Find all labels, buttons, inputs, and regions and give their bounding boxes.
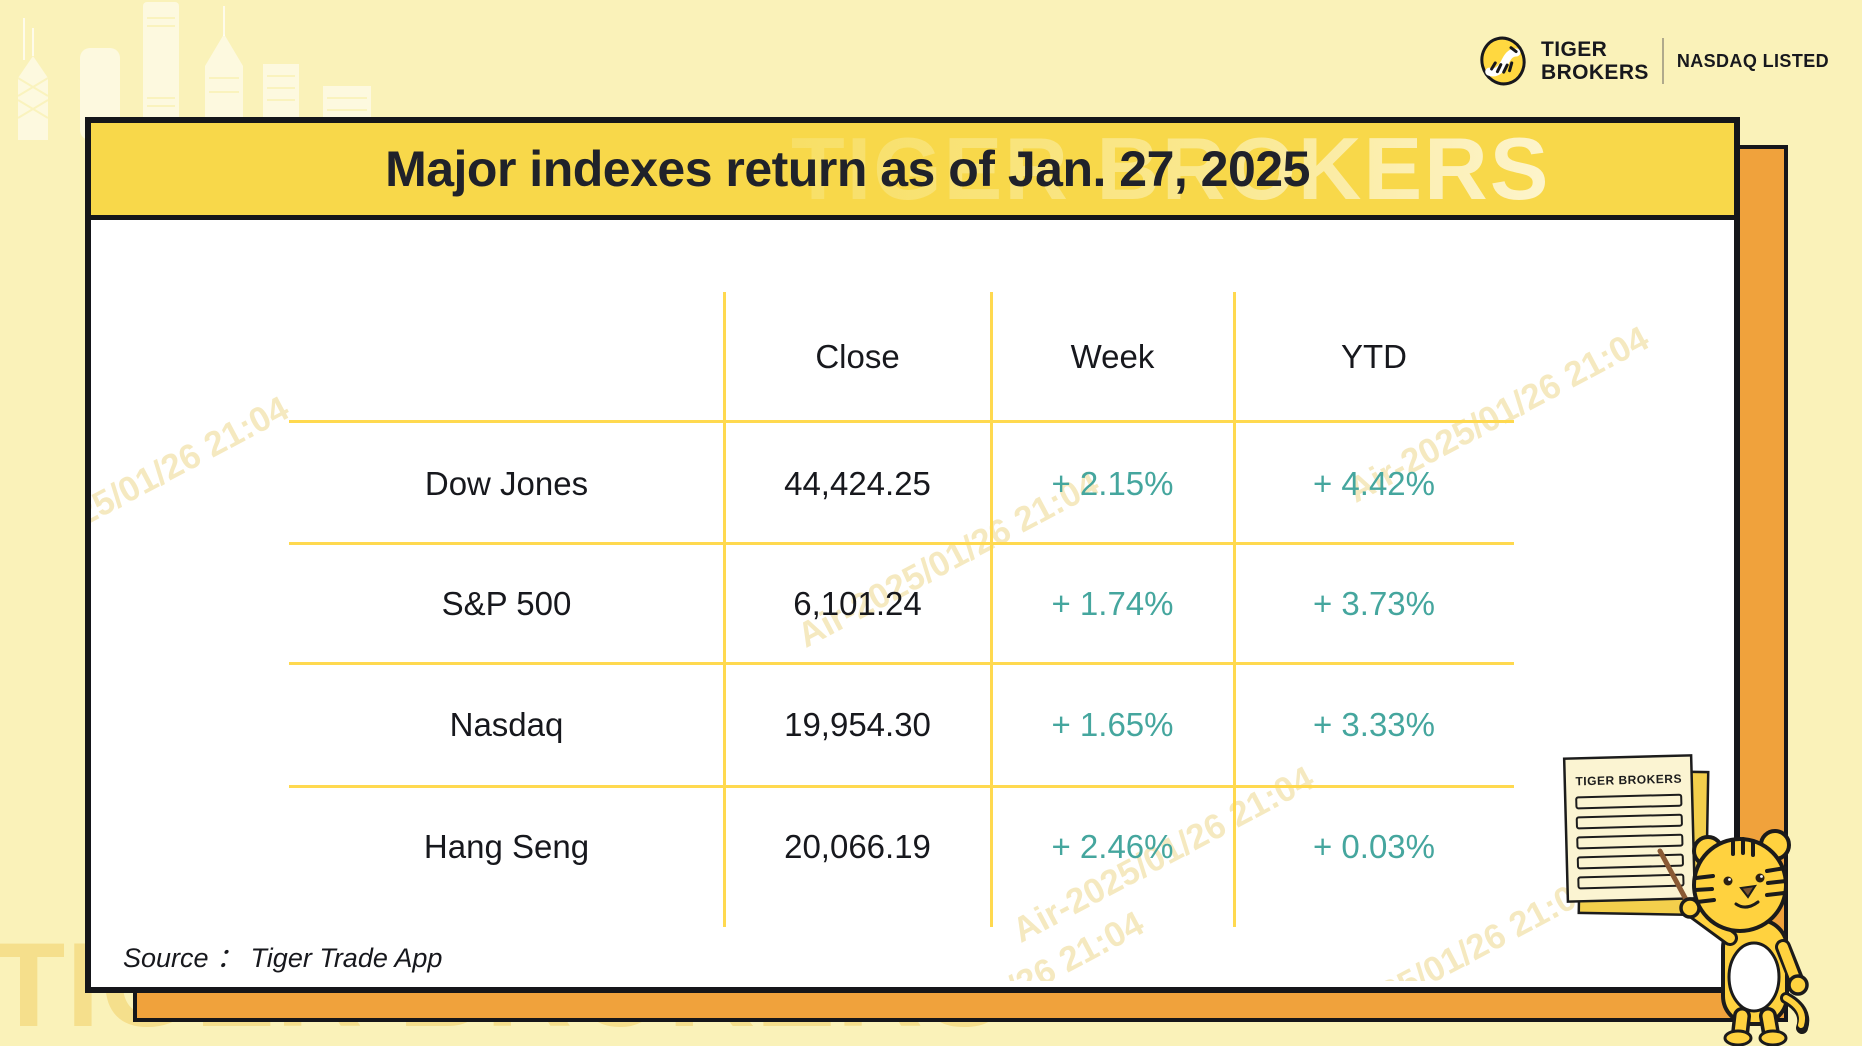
nasdaq-listed-label: NASDAQ LISTED — [1676, 50, 1830, 71]
table-grid-line — [990, 292, 993, 927]
column-header-ytd: YTD — [1341, 338, 1407, 375]
week-change: + 1.65% — [1051, 706, 1174, 743]
source-note: Source ： Tiger Trade App — [123, 943, 443, 973]
mascot-doc-title: TIGER BROKERS — [1575, 772, 1682, 789]
brand-name: TIGER BROKERS — [1541, 38, 1649, 84]
table-grid-line — [289, 542, 1514, 545]
close-value: 20,066.19 — [784, 828, 931, 865]
index-return-card: TIGER BROKERS Major indexes return as of… — [85, 117, 1740, 993]
brand-name-line2: BROKERS — [1541, 61, 1649, 84]
table-grid-line — [289, 785, 1514, 788]
ytd-change: + 3.73% — [1312, 585, 1435, 622]
column-header-close: Close — [815, 338, 900, 375]
table-grid-line — [289, 662, 1514, 665]
table-grid-line — [723, 292, 726, 927]
diagonal-watermark: Air-2025/01/26 21:04 — [91, 388, 296, 581]
close-value: 44,424.25 — [784, 465, 931, 502]
table-area: Air-2025/01/26 21:04 Air-2025/01/26 21:0… — [91, 220, 1734, 981]
ytd-change: + 4.42% — [1312, 465, 1435, 502]
page-title: Major indexes return as of Jan. 27, 2025 — [385, 141, 1310, 197]
week-change: + 2.15% — [1051, 465, 1174, 502]
index-name: S&P 500 — [441, 585, 572, 622]
diagonal-watermark: Air-2025/01/26 21:04 — [836, 904, 1150, 981]
brand-logo-header: TIGER BROKERS NASDAQ LISTED — [1478, 36, 1829, 86]
close-value: 6,101.24 — [793, 585, 922, 622]
index-name: Nasdaq — [449, 706, 564, 743]
pointer-stick — [1657, 848, 1693, 910]
table-grid-line — [289, 420, 1514, 423]
index-name: Dow Jones — [424, 465, 589, 502]
index-name: Hang Seng — [423, 828, 590, 865]
ytd-change: + 3.33% — [1312, 706, 1435, 743]
table-grid-line — [1233, 292, 1236, 927]
week-change: + 2.46% — [1051, 828, 1174, 865]
ytd-change: + 0.03% — [1312, 828, 1435, 865]
tiger-mascot-illustration: TIGER BROKERS — [1562, 754, 1810, 1046]
brand-name-line1: TIGER — [1541, 38, 1608, 61]
banner-ghost-watermark: TIGER BROKERS — [791, 123, 1551, 218]
tiger-brokers-logo-icon — [1480, 36, 1526, 86]
week-change: + 1.74% — [1051, 585, 1174, 622]
close-value: 19,954.30 — [784, 706, 931, 743]
brand-divider — [1661, 38, 1664, 84]
title-banner: TIGER BROKERS Major indexes return as of… — [91, 123, 1734, 220]
column-header-week: Week — [1070, 338, 1155, 375]
